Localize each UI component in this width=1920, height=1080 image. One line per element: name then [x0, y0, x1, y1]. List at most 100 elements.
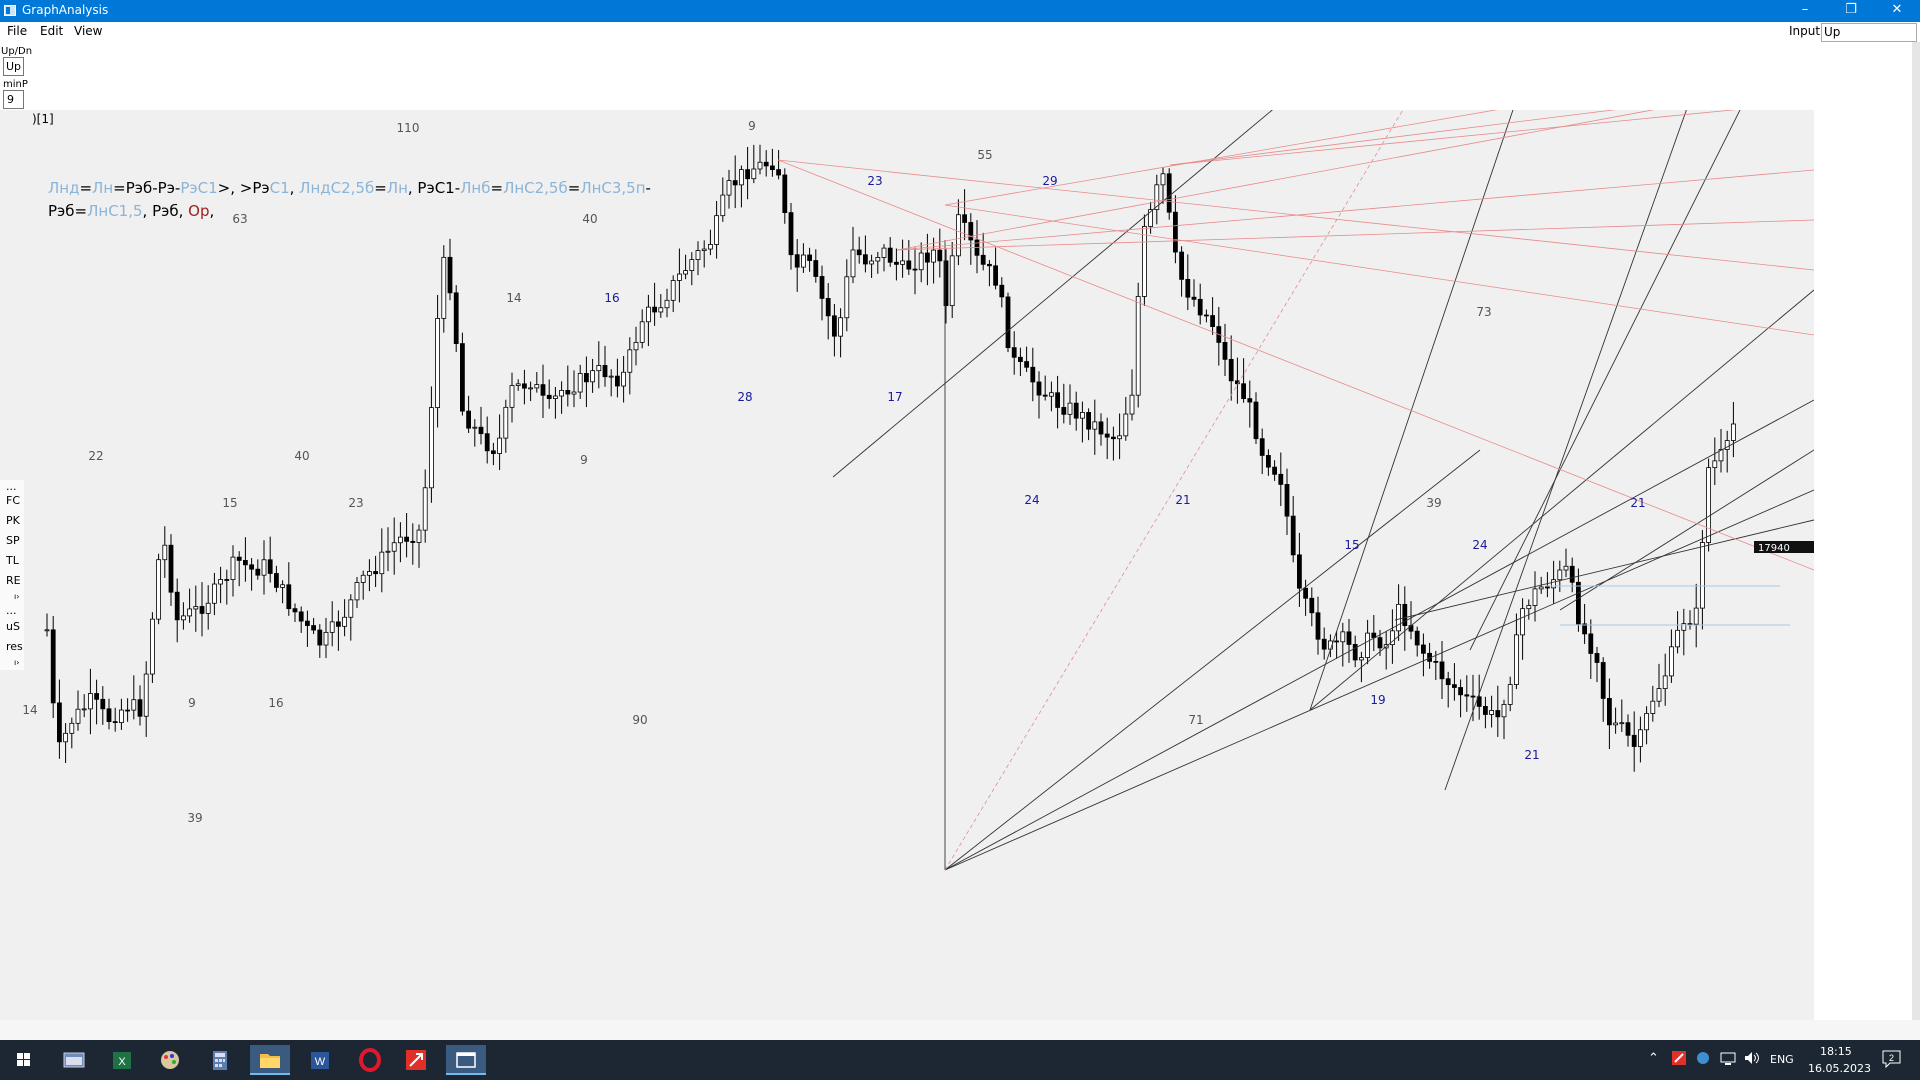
candle-body: [670, 280, 676, 301]
candle-body: [267, 559, 273, 574]
side-item[interactable]: ı›: [14, 592, 20, 601]
candle-body: [739, 169, 744, 186]
tray-date[interactable]: 16.05.2023: [1808, 1062, 1871, 1075]
trend-line: [1444, 110, 1687, 791]
candle-body: [1731, 423, 1736, 441]
side-item[interactable]: PK: [6, 514, 20, 527]
candle-body: [428, 407, 434, 489]
formula-segment: РэС1: [180, 179, 218, 197]
candle-body: [273, 573, 279, 588]
side-item[interactable]: ...: [6, 480, 17, 493]
side-item[interactable]: uS: [6, 620, 20, 633]
word-icon[interactable]: W: [300, 1045, 340, 1075]
input-field[interactable]: Up: [1821, 23, 1917, 42]
candle-body: [335, 621, 341, 627]
side-item[interactable]: RE: [6, 574, 21, 587]
candle-body: [881, 247, 887, 258]
tray-network-app-icon[interactable]: [1696, 1051, 1710, 1068]
menu-view[interactable]: View: [74, 24, 103, 38]
candle-body: [1576, 581, 1581, 625]
tray-trading-icon[interactable]: [1672, 1051, 1686, 1068]
chart-area[interactable]: 110 9 55 23 29 63 40 14 16 73 28 17 22 40 9 24 21 39 21 15 2…: [0, 110, 1814, 1020]
formula-segment: С1: [269, 179, 290, 197]
candle-body: [807, 254, 812, 261]
minimize-button[interactable]: –: [1801, 2, 1809, 17]
candle-body: [1501, 704, 1507, 718]
count-label: 16: [268, 696, 283, 710]
count-label: 110: [397, 121, 420, 135]
level-line: [896, 110, 1655, 251]
trading-app-icon[interactable]: [396, 1045, 436, 1075]
menu-file[interactable]: File: [7, 24, 28, 38]
explorer-window-icon[interactable]: [54, 1045, 94, 1075]
candle-body: [1303, 587, 1308, 599]
candle-body: [844, 276, 850, 319]
candle-body: [1557, 569, 1563, 581]
menu-edit[interactable]: Edit: [40, 24, 64, 38]
formula-segment: ,: [289, 179, 300, 197]
side-item[interactable]: res: [6, 640, 23, 653]
candle-body: [1396, 603, 1401, 632]
side-panel: ... FC PK SP TL RE ı›... uS res ı›: [0, 480, 24, 670]
candle-body: [249, 564, 255, 570]
candle-body: [931, 249, 936, 263]
candle-body: [131, 699, 137, 711]
calculator-icon[interactable]: [200, 1045, 240, 1075]
candle-body: [1024, 361, 1029, 368]
horizontal-scrollbar[interactable]: [0, 1020, 1920, 1040]
side-item[interactable]: ı›: [14, 658, 20, 667]
candle-body: [286, 584, 292, 610]
opera-icon[interactable]: [350, 1045, 390, 1075]
count-label: 90: [632, 713, 647, 727]
input-label: Input:: [1789, 24, 1825, 38]
tray-chevron-icon[interactable]: ⌃: [1648, 1051, 1659, 1066]
candle-body: [1476, 696, 1482, 707]
candle-body: [1055, 392, 1060, 408]
candle-body: [1588, 633, 1594, 654]
windows-start-icon[interactable]: [4, 1045, 44, 1075]
count-label: 39: [187, 811, 202, 825]
level-line: [1169, 110, 1616, 166]
candle-body: [1092, 421, 1098, 430]
side-item[interactable]: SP: [6, 534, 20, 547]
paint-icon[interactable]: [150, 1045, 190, 1075]
candle-body: [1123, 413, 1129, 437]
candle-body: [1179, 251, 1184, 280]
candlestick-chart[interactable]: 110 9 55 23 29 63 40 14 16 73 28 17 22 40 9 24 21 39 21 15 2…: [0, 110, 1814, 1020]
candle-body: [528, 387, 533, 390]
excel-icon[interactable]: X: [102, 1045, 142, 1075]
candle-body: [1712, 460, 1718, 469]
candle-body: [1507, 684, 1513, 705]
restore-button[interactable]: ❐: [1845, 2, 1857, 17]
graphanalysis-icon[interactable]: [446, 1045, 486, 1075]
level-line: [896, 219, 1814, 251]
notification-icon[interactable]: 2: [1882, 1050, 1902, 1071]
candle-body: [1675, 629, 1680, 648]
tray-time[interactable]: 18:15: [1820, 1045, 1852, 1058]
level-line: [1169, 110, 1737, 166]
tray-language[interactable]: ENG: [1770, 1053, 1794, 1066]
formula-segment: =: [490, 179, 504, 197]
close-button[interactable]: ✕: [1891, 2, 1903, 17]
updn-control[interactable]: Up: [3, 57, 24, 76]
candle-body: [1359, 657, 1364, 661]
count-label: 40: [582, 212, 597, 226]
candle-body: [553, 395, 558, 399]
candle-body: [1464, 694, 1470, 697]
candle-body: [1340, 631, 1346, 643]
tray-volume-icon[interactable]: [1744, 1051, 1760, 1068]
candle-body: [850, 249, 856, 278]
minp-field[interactable]: 9: [3, 90, 24, 109]
formula-segment: -Рэб=: [48, 179, 651, 220]
vertical-scrollbar[interactable]: [1912, 42, 1920, 1022]
candle-body: [1135, 296, 1141, 396]
file-explorer-icon[interactable]: [250, 1045, 290, 1075]
side-item[interactable]: TL: [6, 554, 19, 567]
candle-body: [875, 257, 881, 262]
candle-body: [94, 693, 99, 700]
side-item[interactable]: FC: [6, 494, 21, 507]
candle-body: [584, 373, 589, 383]
tray-wifi-icon[interactable]: [1720, 1051, 1736, 1068]
side-item[interactable]: ...: [6, 604, 17, 617]
candle-body: [397, 536, 403, 544]
